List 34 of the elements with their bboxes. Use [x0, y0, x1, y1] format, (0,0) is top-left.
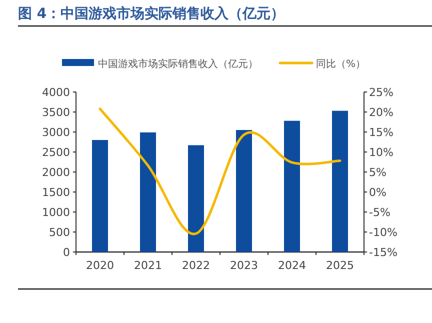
y-tick-label: 500 [49, 226, 70, 239]
y2-tick-label: 5% [369, 166, 386, 179]
legend-label: 中国游戏市场实际销售收入（亿元） [98, 58, 258, 70]
x-tick-label: 2024 [278, 259, 306, 272]
y-tick-label: 2500 [42, 146, 70, 159]
y2-tick-label: 15% [369, 126, 394, 139]
y2-tick-label: -15% [369, 246, 398, 259]
bar [188, 145, 204, 252]
y2-tick-label: 25% [369, 86, 394, 99]
y2-tick-label: 10% [369, 146, 394, 159]
y-tick-label: 0 [63, 246, 70, 259]
y2-tick-label: -10% [369, 226, 398, 239]
x-tick-label: 2025 [326, 259, 354, 272]
bar [332, 110, 348, 252]
y-tick-label: 1500 [42, 186, 70, 199]
x-tick-label: 2020 [86, 259, 114, 272]
y-tick-label: 4000 [42, 86, 70, 99]
line-series [98, 108, 342, 235]
chart-title: 图 4：中国游戏市场实际销售收入（亿元） [18, 5, 285, 22]
y-tick-label: 3500 [42, 106, 70, 119]
y2-tick-label: 20% [369, 106, 394, 119]
y2-tick-label: 0% [369, 186, 386, 199]
y-tick-label: 3000 [42, 126, 70, 139]
bar [284, 120, 300, 252]
x-tick-label: 2023 [230, 259, 258, 272]
y-tick-label: 2000 [42, 166, 70, 179]
bar [92, 140, 108, 252]
legend-label: 同比（%） [316, 58, 366, 70]
y2-tick-label: -5% [369, 206, 390, 219]
bar [236, 130, 252, 252]
bar [140, 132, 156, 252]
y-tick-label: 1000 [42, 206, 70, 219]
x-tick-label: 2021 [134, 259, 162, 272]
x-tick-label: 2022 [182, 259, 210, 272]
